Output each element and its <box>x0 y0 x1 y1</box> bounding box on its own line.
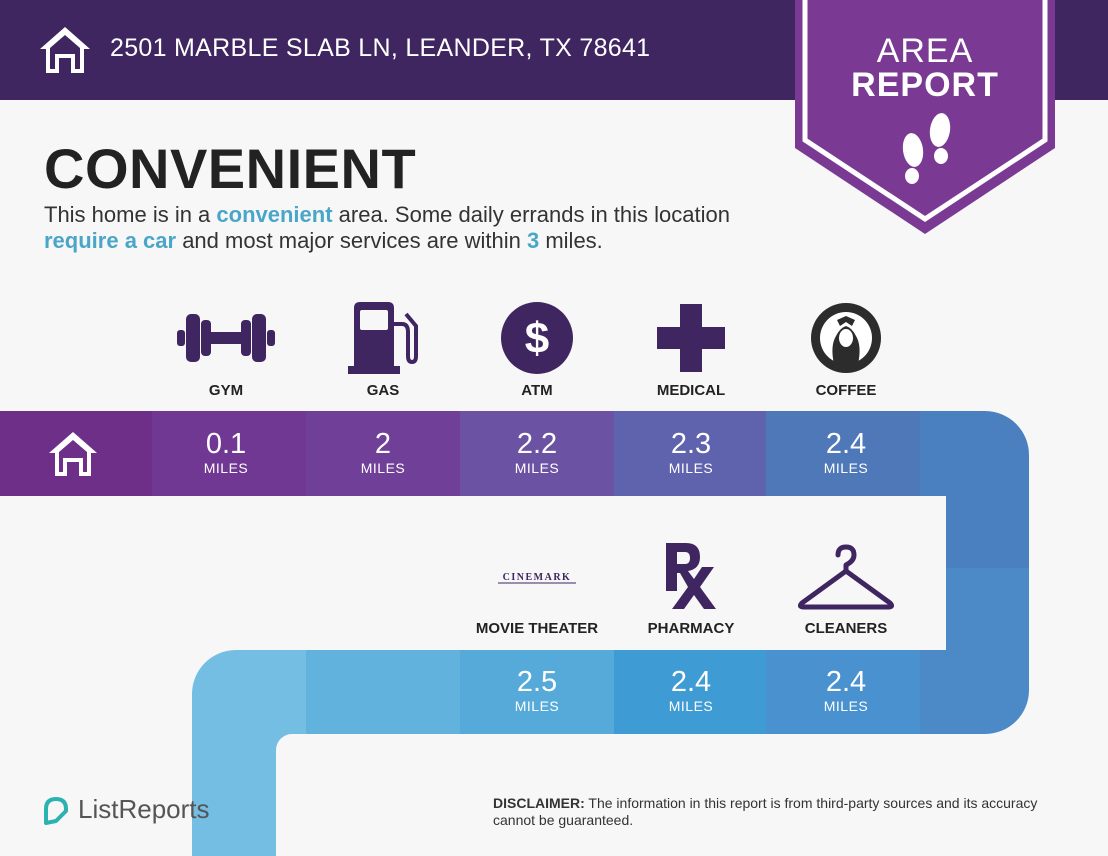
amenity-label: MOVIE THEATER <box>475 620 599 637</box>
description: This home is in a convenient area. Some … <box>44 202 730 253</box>
distance-unit: MILES <box>203 460 249 476</box>
amenity-label: MEDICAL <box>656 382 726 399</box>
brand-name: ListReports <box>78 794 210 824</box>
distance-value: 2.4 <box>825 428 867 460</box>
dumbbell-icon <box>177 314 275 362</box>
listreports-mark-icon <box>44 796 68 825</box>
distance-value: 2.5 <box>516 666 558 698</box>
amenity-coffee: COFFEE <box>769 298 923 399</box>
distance-value: 2.2 <box>516 428 558 460</box>
badge-line-1: AREA <box>876 32 974 70</box>
distance-unit: MILES <box>514 460 560 476</box>
area-report-badge: AREA REPORT <box>795 0 1055 234</box>
amenity-pharmacy: PHARMACY <box>614 536 768 637</box>
distance-value: 2.4 <box>670 666 712 698</box>
cinemark-logo-icon: CINEMARK <box>498 572 576 584</box>
cinemark-logo-text: CINEMARK <box>503 572 572 583</box>
distance-coffee: 2.4 MILES <box>769 428 923 476</box>
amenity-label: COFFEE <box>815 382 877 399</box>
rx-icon <box>666 543 716 609</box>
distance-cleaners: 2.4 MILES <box>769 666 923 714</box>
distance-value: 2 <box>374 428 392 460</box>
amenity-label: ATM <box>521 382 553 399</box>
distance-movie-theater: 2.5 MILES <box>460 666 614 714</box>
amenity-medical: MEDICAL <box>614 298 768 399</box>
disclaimer: DISCLAIMER: The information in this repo… <box>493 795 1073 829</box>
distance-value: 0.1 <box>205 428 247 460</box>
amenity-cleaners: CLEANERS <box>769 536 923 637</box>
hanger-icon <box>798 544 894 610</box>
amenity-gas: GAS <box>306 298 460 399</box>
page-title: CONVENIENT <box>44 137 417 200</box>
distance-value: 2.3 <box>670 428 712 460</box>
amenity-atm: $ ATM <box>460 298 614 399</box>
distance-unit: MILES <box>668 460 714 476</box>
dollar-icon: $ <box>501 302 573 374</box>
distance-unit: MILES <box>823 698 869 714</box>
home-start-icon <box>49 432 97 476</box>
distance-medical: 2.3 MILES <box>614 428 768 476</box>
amenity-movie-theater: CINEMARK MOVIE THEATER <box>460 536 614 637</box>
property-address: 2501 MARBLE SLAB LN, LEANDER, TX 78641 <box>110 34 651 62</box>
medical-cross-icon <box>657 304 725 372</box>
amenity-label: CLEANERS <box>804 620 888 637</box>
distance-atm: 2.2 MILES <box>460 428 614 476</box>
disclaimer-label: DISCLAIMER: <box>493 795 585 811</box>
distance-unit: MILES <box>514 698 560 714</box>
distance-unit: MILES <box>360 460 406 476</box>
amenity-label: GYM <box>208 382 244 399</box>
distance-unit: MILES <box>668 698 714 714</box>
distance-gym: 0.1 MILES <box>149 428 303 476</box>
svg-text:$: $ <box>525 314 549 363</box>
listreports-logo[interactable]: ListReports <box>42 794 210 825</box>
amenity-gym: GYM <box>149 298 303 399</box>
amenity-label: PHARMACY <box>647 620 735 637</box>
distance-unit: MILES <box>823 460 869 476</box>
badge-line-2: REPORT <box>851 66 999 104</box>
distance-gas: 2 MILES <box>306 428 460 476</box>
starbucks-logo-icon <box>811 303 881 373</box>
amenity-label: GAS <box>366 382 400 399</box>
disclaimer-text: The information in this report is from t… <box>493 795 1038 828</box>
home-icon <box>40 27 90 73</box>
footprints-icon <box>902 113 951 184</box>
distance-pharmacy: 2.4 MILES <box>614 666 768 714</box>
distance-value: 2.4 <box>825 666 867 698</box>
gas-pump-icon <box>348 302 418 374</box>
